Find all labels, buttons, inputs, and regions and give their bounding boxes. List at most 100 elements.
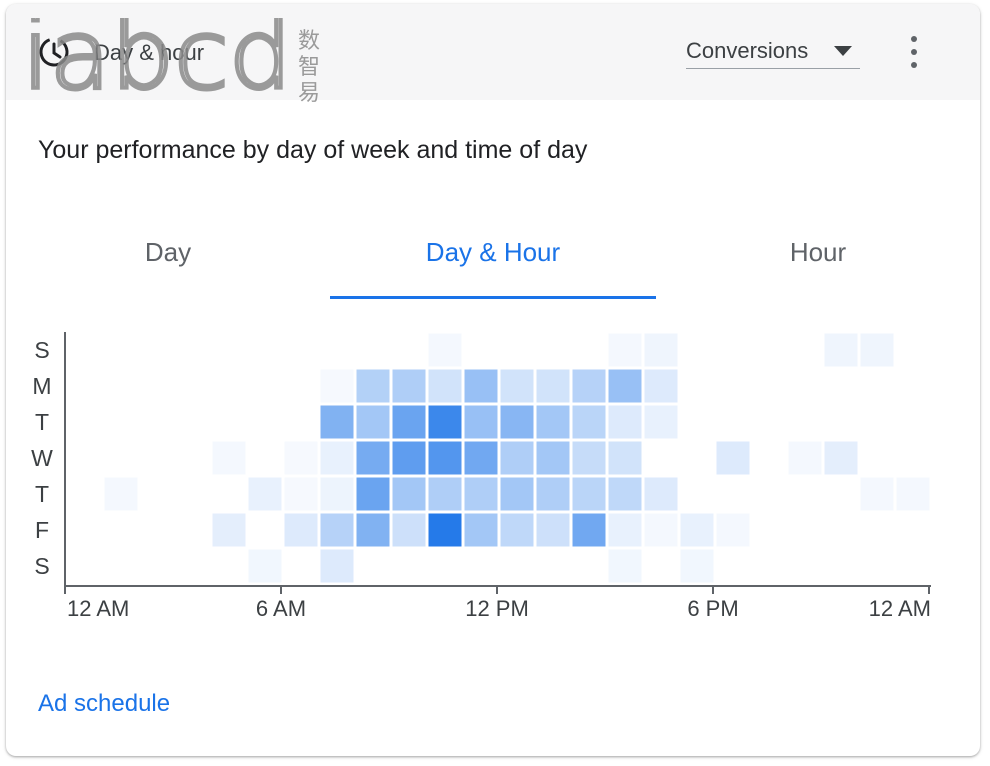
- day-hour-card: Day & hour Conversions iabcd 数 智 易 Your …: [6, 4, 980, 756]
- heatmap-cell[interactable]: [428, 405, 462, 439]
- heatmap-cell[interactable]: [572, 441, 606, 475]
- heatmap-cell[interactable]: [428, 333, 462, 367]
- heatmap-cell[interactable]: [320, 513, 354, 547]
- heatmap-cell[interactable]: [860, 477, 894, 511]
- heatmap-cell[interactable]: [644, 333, 678, 367]
- heatmap-cell[interactable]: [284, 441, 318, 475]
- heatmap-cell[interactable]: [392, 477, 426, 511]
- heatmap-cell[interactable]: [500, 405, 534, 439]
- heatmap-cell[interactable]: [716, 441, 750, 475]
- heatmap-cell[interactable]: [572, 405, 606, 439]
- heatmap-cell[interactable]: [464, 477, 498, 511]
- heatmap-cell[interactable]: [572, 477, 606, 511]
- heatmap-cell[interactable]: [428, 513, 462, 547]
- heatmap-cell[interactable]: [104, 477, 138, 511]
- heatmap-cell[interactable]: [464, 441, 498, 475]
- active-tab-indicator: [330, 296, 656, 299]
- heatmap-cell[interactable]: [392, 369, 426, 403]
- metric-dropdown[interactable]: Conversions: [686, 34, 860, 69]
- x-tick-label: 6 AM: [256, 596, 306, 621]
- heatmap-cell[interactable]: [428, 441, 462, 475]
- heatmap-cell[interactable]: [320, 369, 354, 403]
- heatmap-cell[interactable]: [608, 477, 642, 511]
- heatmap-cell[interactable]: [608, 513, 642, 547]
- tab-day-and-hour[interactable]: Day & Hour: [425, 237, 561, 267]
- heatmap-cell[interactable]: [212, 441, 246, 475]
- heatmap-cell[interactable]: [824, 441, 858, 475]
- heatmap-cell[interactable]: [392, 441, 426, 475]
- heatmap-cell[interactable]: [320, 477, 354, 511]
- y-tick-label: F: [35, 517, 49, 543]
- heatmap-cell[interactable]: [644, 477, 678, 511]
- heatmap-cell[interactable]: [572, 369, 606, 403]
- heatmap-cell[interactable]: [248, 477, 282, 511]
- heatmap-cell[interactable]: [356, 441, 390, 475]
- heatmap-cell[interactable]: [284, 513, 318, 547]
- x-tick-label: 6 PM: [687, 596, 738, 621]
- heatmap-cell[interactable]: [716, 513, 750, 547]
- heatmap-cell[interactable]: [356, 513, 390, 547]
- heatmap-cell[interactable]: [860, 333, 894, 367]
- heatmap-cell[interactable]: [356, 477, 390, 511]
- x-tick-label: 12 AM: [67, 596, 129, 621]
- x-tick-label: 12 AM: [869, 596, 931, 621]
- card-header: Day & hour Conversions: [6, 4, 980, 100]
- heatmap-cell[interactable]: [356, 369, 390, 403]
- heatmap-cell[interactable]: [644, 405, 678, 439]
- heatmap-cell[interactable]: [536, 405, 570, 439]
- y-tick-label: S: [34, 553, 49, 579]
- heatmap-cell[interactable]: [248, 549, 282, 583]
- heatmap-cell[interactable]: [284, 477, 318, 511]
- metric-dropdown-value: Conversions: [686, 38, 809, 63]
- heatmap-cell[interactable]: [356, 405, 390, 439]
- y-tick-label: T: [35, 481, 49, 507]
- view-tabs: Day Day & Hour Hour: [6, 212, 980, 302]
- heatmap-cell[interactable]: [680, 513, 714, 547]
- heatmap-cell[interactable]: [608, 441, 642, 475]
- heatmap-cell[interactable]: [572, 513, 606, 547]
- y-tick-label: M: [32, 373, 51, 399]
- heatmap-cell[interactable]: [320, 549, 354, 583]
- heatmap-cell[interactable]: [392, 513, 426, 547]
- tab-hour[interactable]: Hour: [789, 237, 847, 267]
- y-tick-label: S: [34, 337, 49, 363]
- heatmap-cell[interactable]: [644, 369, 678, 403]
- heatmap-cell[interactable]: [428, 369, 462, 403]
- heatmap-cell[interactable]: [788, 441, 822, 475]
- heatmap-cell[interactable]: [536, 477, 570, 511]
- heatmap-cell[interactable]: [608, 405, 642, 439]
- more-options-button[interactable]: [902, 32, 926, 72]
- heatmap-cell[interactable]: [212, 513, 246, 547]
- more-vert-icon: [911, 36, 917, 42]
- heatmap-cell[interactable]: [500, 369, 534, 403]
- schedule-icon: [39, 37, 69, 67]
- heatmap-cell[interactable]: [500, 477, 534, 511]
- card-title: Day & hour: [94, 40, 205, 65]
- heatmap-cell[interactable]: [464, 369, 498, 403]
- heatmap-cell[interactable]: [428, 477, 462, 511]
- heatmap-cell[interactable]: [536, 513, 570, 547]
- ad-schedule-link[interactable]: Ad schedule: [38, 690, 171, 717]
- heatmap-cell[interactable]: [608, 369, 642, 403]
- x-tick-label: 12 PM: [465, 596, 529, 621]
- caret-down-icon: [834, 46, 852, 56]
- tab-day[interactable]: Day: [144, 237, 192, 267]
- heatmap-cell[interactable]: [608, 333, 642, 367]
- heatmap-cell[interactable]: [824, 333, 858, 367]
- heatmap-cell[interactable]: [320, 441, 354, 475]
- heatmap-cell[interactable]: [536, 369, 570, 403]
- card-subtitle: Your performance by day of week and time…: [38, 136, 588, 164]
- heatmap-cell[interactable]: [896, 477, 930, 511]
- heatmap-cell[interactable]: [464, 513, 498, 547]
- heatmap-cell[interactable]: [392, 405, 426, 439]
- heatmap-cell[interactable]: [680, 549, 714, 583]
- heatmap-cell[interactable]: [644, 513, 678, 547]
- heatmap-cell[interactable]: [320, 405, 354, 439]
- heatmap-cell[interactable]: [608, 549, 642, 583]
- heatmap-cell[interactable]: [464, 405, 498, 439]
- heatmap-cell[interactable]: [500, 513, 534, 547]
- heatmap-cell[interactable]: [536, 441, 570, 475]
- y-tick-label: W: [31, 445, 53, 471]
- heatmap-cell[interactable]: [500, 441, 534, 475]
